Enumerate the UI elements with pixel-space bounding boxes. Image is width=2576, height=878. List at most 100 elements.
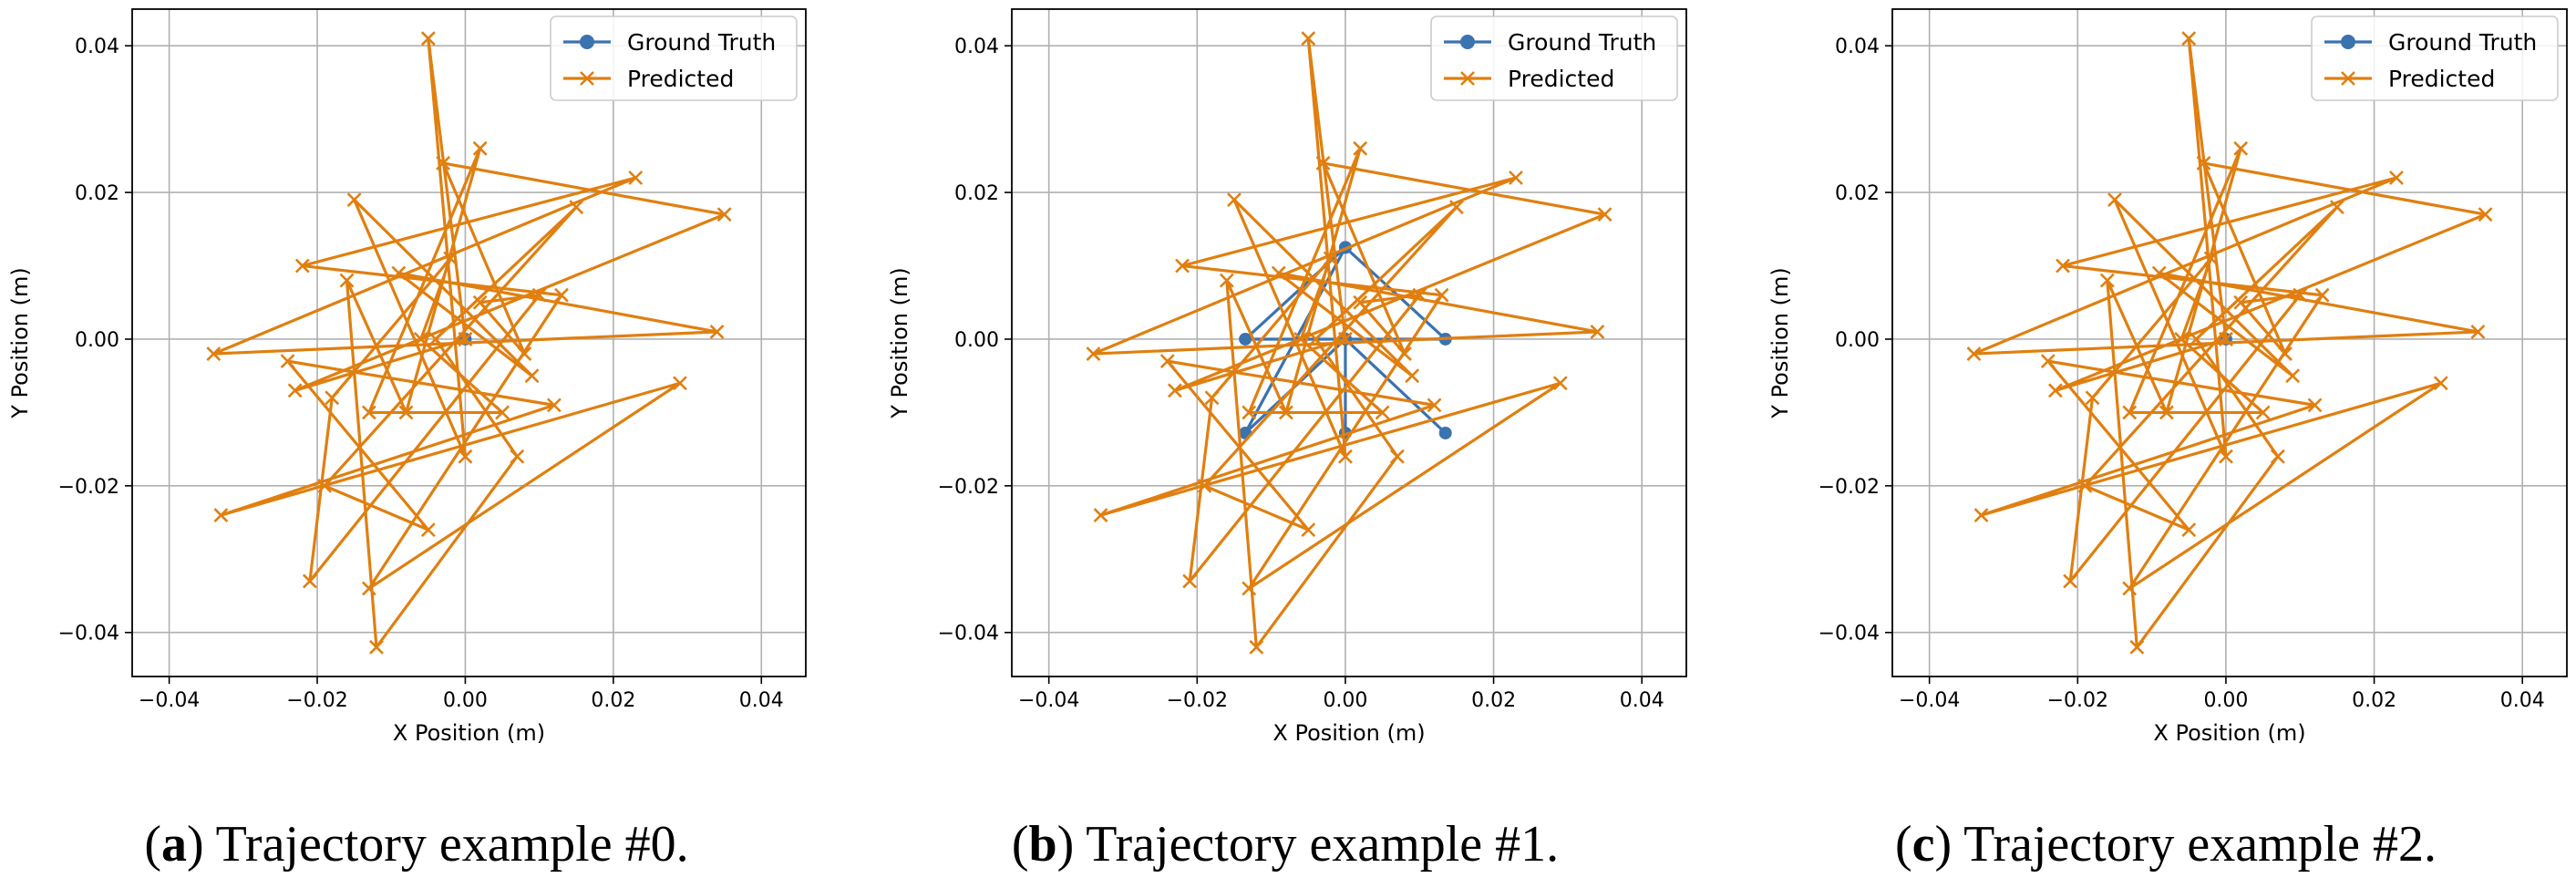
data-point xyxy=(2293,287,2308,303)
data-point xyxy=(2189,332,2204,346)
data-point xyxy=(1448,200,1464,215)
caption-b: (b) Trajectory example #1. xyxy=(1012,816,1559,873)
data-point xyxy=(1242,581,1257,596)
y-tick-label: 0.02 xyxy=(1835,182,1880,205)
series-predicted xyxy=(206,31,732,655)
data-point xyxy=(398,405,414,420)
data-point xyxy=(2285,368,2301,384)
data-point xyxy=(2159,405,2174,420)
data-point xyxy=(369,639,384,655)
data-point xyxy=(1353,140,1368,156)
data-point xyxy=(2099,273,2115,288)
legend: Ground Truth Predicted xyxy=(1430,15,1678,101)
data-point xyxy=(2047,383,2063,398)
y-axis-label: Y Position (m) xyxy=(887,267,912,418)
series-line xyxy=(211,36,726,649)
data-point xyxy=(1427,398,1442,413)
legend-swatch-marker xyxy=(580,71,594,86)
data-point xyxy=(1197,478,1212,493)
data-point xyxy=(346,192,362,208)
series-line xyxy=(1972,36,2488,649)
data-point xyxy=(1242,405,1257,420)
data-point xyxy=(317,478,333,493)
legend-label: Ground Truth xyxy=(1508,29,1656,56)
data-point xyxy=(1093,508,1108,522)
data-point xyxy=(294,258,310,274)
data-point xyxy=(1389,449,1405,464)
chart-panel-1: −0.04 −0.02 0.00 0.02 0.04 −0.04 −0.02 0.00 0.02… xyxy=(887,8,1687,746)
legend-swatch-marker xyxy=(1460,71,1475,86)
y-tick-label: 0.02 xyxy=(954,182,999,205)
data-point xyxy=(2174,332,2190,346)
data-point xyxy=(1227,192,1242,208)
x-tick-label: 0.04 xyxy=(1620,689,1664,712)
axes-frame xyxy=(1011,8,1687,677)
data-point xyxy=(2181,31,2197,46)
legend-entry: Ground Truth xyxy=(2324,29,2537,56)
y-tick-label: 0.00 xyxy=(75,329,119,352)
data-point xyxy=(510,449,525,464)
data-point xyxy=(2255,405,2271,420)
data-point xyxy=(1278,405,1293,420)
data-point xyxy=(1182,573,1198,589)
data-point xyxy=(206,346,222,361)
data-point xyxy=(428,332,443,346)
data-point xyxy=(2203,251,2219,266)
legend-label: Predicted xyxy=(1508,66,1614,92)
y-tick-label: −0.04 xyxy=(938,623,999,646)
data-point xyxy=(2270,449,2285,464)
data-point xyxy=(2329,200,2344,215)
data-point xyxy=(2278,346,2293,361)
data-point xyxy=(1315,156,1331,170)
x-tick-label: −0.04 xyxy=(1018,689,1079,712)
data-point xyxy=(213,508,229,522)
y-tick-label: −0.02 xyxy=(938,476,999,499)
y-tick-label: −0.04 xyxy=(58,623,119,646)
data-point xyxy=(413,332,428,346)
data-point xyxy=(280,354,295,369)
axes-frame xyxy=(1891,8,2568,677)
data-point xyxy=(709,325,725,339)
data-point xyxy=(495,405,510,420)
x-tick-label: 0.00 xyxy=(2203,689,2248,712)
data-point xyxy=(1219,273,1234,288)
data-point xyxy=(420,522,436,538)
series-line xyxy=(1091,36,1607,649)
data-point xyxy=(2219,332,2233,346)
data-point xyxy=(2107,192,2122,208)
data-point xyxy=(531,287,547,303)
data-point xyxy=(1375,405,1390,420)
legend-label: Ground Truth xyxy=(2388,29,2537,56)
y-tick-label: −0.02 xyxy=(58,476,119,499)
chart-panel-2: −0.04 −0.02 0.00 0.02 0.04 −0.04 −0.02 0.00 0.02… xyxy=(1767,8,2568,746)
data-point xyxy=(2181,522,2197,538)
data-point xyxy=(1249,639,1264,655)
legend-label: Predicted xyxy=(2388,66,2495,92)
data-point xyxy=(628,170,644,185)
x-tick-label: 0.00 xyxy=(1323,689,1367,712)
legend-swatch-marker xyxy=(580,35,594,49)
y-tick-label: 0.00 xyxy=(1835,329,1880,352)
data-point xyxy=(361,405,376,420)
data-point xyxy=(1552,376,1568,391)
x-tick-label: −0.02 xyxy=(286,689,347,712)
data-point xyxy=(673,376,687,391)
legend-box xyxy=(2311,15,2559,101)
y-tick-label: 0.02 xyxy=(75,182,119,205)
data-point xyxy=(1323,251,1338,266)
data-point xyxy=(2307,398,2323,413)
data-point xyxy=(2196,156,2211,170)
y-tick-label: 0.00 xyxy=(954,329,999,352)
data-point xyxy=(1438,426,1452,439)
data-point xyxy=(1590,325,1605,339)
legend-entry: Predicted xyxy=(563,66,734,92)
data-point xyxy=(458,449,473,464)
data-point xyxy=(472,140,488,156)
legend-entry: Ground Truth xyxy=(563,29,776,56)
data-point xyxy=(1204,390,1220,406)
data-point xyxy=(2151,265,2167,281)
data-point xyxy=(554,287,569,303)
data-point xyxy=(1086,346,1101,361)
data-point xyxy=(1175,258,1190,274)
